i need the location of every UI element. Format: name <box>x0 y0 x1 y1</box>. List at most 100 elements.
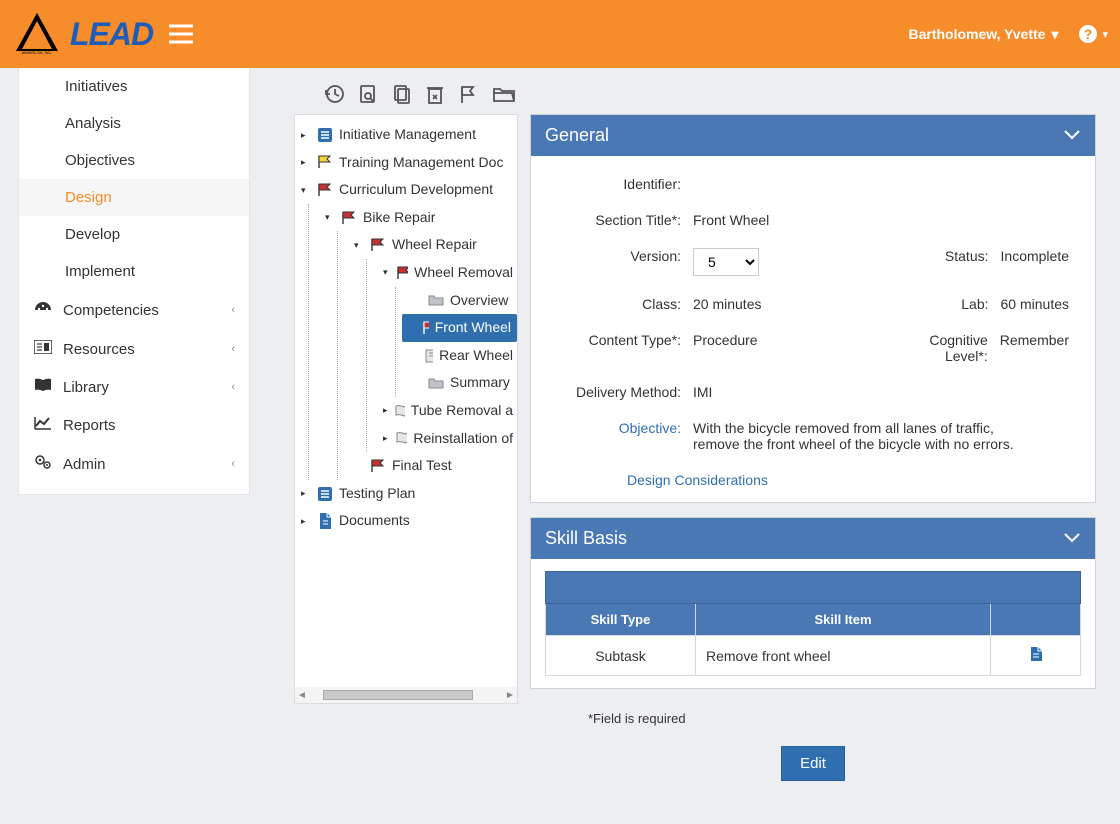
tree-node-curriculum[interactable]: ▾Curriculum Development <box>301 176 517 204</box>
sidebar-label: Admin <box>63 456 106 473</box>
copy-icon[interactable] <box>392 84 412 104</box>
sidebar-label: Develop <box>65 226 120 243</box>
caret-down-icon: ▾ <box>1051 26 1058 43</box>
delete-icon[interactable] <box>426 84 444 104</box>
sidebar-item-initiatives[interactable]: Initiatives <box>19 68 249 105</box>
field-label: Class: <box>557 296 681 312</box>
sidebar-item-develop[interactable]: Develop <box>19 216 249 253</box>
tree-node-initiative[interactable]: ▸Initiative Management <box>301 121 517 149</box>
tree-node-front-wheel[interactable]: Front Wheel <box>402 314 517 342</box>
tree-node-testing[interactable]: ▸Testing Plan <box>301 480 517 508</box>
tree-node-summary[interactable]: Summary <box>402 369 517 397</box>
flag-red-icon <box>396 266 408 280</box>
tree-label: Tube Removal a <box>411 401 513 421</box>
tree-label: Training Management Doc <box>339 153 503 173</box>
flag-red-icon <box>422 321 429 335</box>
flag-red-icon <box>317 183 333 197</box>
tree-node-wheel-repair[interactable]: ▾Wheel Repair <box>344 231 517 259</box>
sidebar-item-analysis[interactable]: Analysis <box>19 105 249 142</box>
tree-node-final[interactable]: Final Test <box>344 452 517 480</box>
table-cell: Remove front wheel <box>696 636 991 676</box>
design-considerations-link[interactable]: Design Considerations <box>627 472 768 488</box>
main-area: ▸Initiative Management ▸Training Managem… <box>270 68 1120 824</box>
sidebar-label: Competencies <box>63 302 159 319</box>
panel-header-general[interactable]: General <box>531 115 1095 156</box>
table-cell: Subtask <box>546 636 696 676</box>
tree-node-rear-wheel[interactable]: Rear Wheel <box>402 342 517 370</box>
skill-basis-panel: Skill Basis Skill Type Skill Item Subtas… <box>530 517 1096 689</box>
tree-node-tube[interactable]: ▸Tube Removal a <box>373 397 517 425</box>
chevron-down-icon[interactable] <box>1063 528 1081 549</box>
scroll-thumb[interactable] <box>323 690 473 700</box>
tree-label: Final Test <box>392 456 452 476</box>
tree-node-bike[interactable]: ▾Bike Repair <box>315 204 517 232</box>
field-label: Lab: <box>909 296 989 312</box>
tree-node-reinstall[interactable]: ▸Reinstallation of <box>373 425 517 453</box>
sidebar: Initiatives Analysis Objectives Design D… <box>18 68 250 495</box>
version-select[interactable]: 5 <box>693 248 759 276</box>
doc-icon <box>317 127 333 143</box>
gear-icon <box>33 454 53 474</box>
required-note: *Field is required <box>588 711 1096 726</box>
chevron-down-icon[interactable] <box>1063 125 1081 146</box>
tree-label: Reinstallation of <box>413 429 513 449</box>
table-row: Subtask Remove front wheel <box>546 636 1081 676</box>
folder-icon[interactable] <box>492 84 516 104</box>
hamburger-icon[interactable] <box>169 24 193 44</box>
flag-icon[interactable] <box>458 84 478 104</box>
company-logo-icon: AIMERLON, INC. <box>12 11 62 58</box>
page-icon <box>424 349 433 363</box>
scroll-right-icon[interactable]: ► <box>503 690 517 701</box>
chevron-left-icon: ‹ <box>231 381 235 393</box>
skill-table: Skill Type Skill Item Subtask Remove fro… <box>545 571 1081 676</box>
sidebar-label: Objectives <box>65 152 135 169</box>
sidebar-item-objectives[interactable]: Objectives <box>19 142 249 179</box>
panel-header-skill[interactable]: Skill Basis <box>531 518 1095 559</box>
sidebar-item-library[interactable]: Library ‹ <box>19 368 249 406</box>
field-value: With the bicycle removed from all lanes … <box>693 420 1033 452</box>
panel-title: General <box>545 125 609 146</box>
history-icon[interactable] <box>324 84 344 104</box>
sidebar-label: Analysis <box>65 115 121 132</box>
sidebar-item-admin[interactable]: Admin ‹ <box>19 444 249 484</box>
user-menu[interactable]: Bartholomew, Yvette ▾ <box>909 26 1059 43</box>
tree-label: Curriculum Development <box>339 180 493 200</box>
sidebar-item-reports[interactable]: Reports <box>19 406 249 444</box>
sidebar-item-implement[interactable]: Implement <box>19 253 249 290</box>
edit-button[interactable]: Edit <box>781 746 845 781</box>
folder-gray-icon <box>428 293 444 307</box>
svg-text:AIMERLON, INC.: AIMERLON, INC. <box>21 50 52 55</box>
tree-label: Summary <box>450 373 510 393</box>
table-header: Skill Item <box>696 604 991 636</box>
tree-label: Initiative Management <box>339 125 476 145</box>
chevron-left-icon: ‹ <box>231 458 235 470</box>
logo-group: AIMERLON, INC. LEAD <box>12 11 153 58</box>
tree-node-overview[interactable]: Overview <box>402 287 517 315</box>
tree-label: Wheel Repair <box>392 235 477 255</box>
field-value: Procedure <box>693 332 758 348</box>
tree-node-training[interactable]: ▸Training Management Doc <box>301 149 517 177</box>
book-icon <box>33 378 53 396</box>
flag-red-icon <box>370 459 386 473</box>
tree-node-documents[interactable]: ▸Documents <box>301 507 517 535</box>
general-panel: General Identifier: Section Title*:Front… <box>530 114 1096 503</box>
field-label: Cognitive Level*: <box>908 332 988 364</box>
tree-label: Bike Repair <box>363 208 435 228</box>
sidebar-item-design[interactable]: Design <box>19 179 249 216</box>
sidebar-item-competencies[interactable]: Competencies ‹ <box>19 290 249 330</box>
preview-icon[interactable] <box>358 84 378 104</box>
tree-label: Overview <box>450 291 508 311</box>
sidebar-item-resources[interactable]: Resources ‹ <box>19 330 249 368</box>
horizontal-scrollbar[interactable]: ◄ ► <box>295 687 517 703</box>
table-header: Skill Type <box>546 604 696 636</box>
scroll-left-icon[interactable]: ◄ <box>295 690 309 701</box>
chevron-left-icon: ‹ <box>231 343 235 355</box>
field-value: IMI <box>693 384 712 400</box>
help-menu[interactable]: ? ▾ <box>1078 24 1108 44</box>
document-icon <box>1029 646 1043 662</box>
tree-panel: ▸Initiative Management ▸Training Managem… <box>294 114 518 704</box>
tree-node-wheel-removal[interactable]: ▾Wheel Removal <box>373 259 517 287</box>
objective-link[interactable]: Objective: <box>557 420 681 436</box>
chart-icon <box>33 416 53 434</box>
table-cell-action[interactable] <box>991 636 1081 676</box>
